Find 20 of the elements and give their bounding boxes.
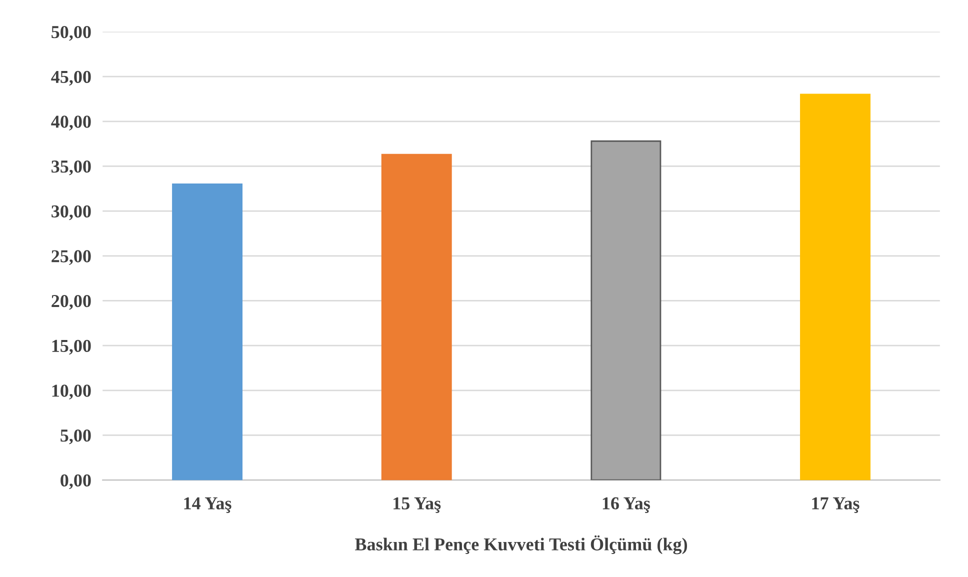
y-tick-label: 25,00 bbox=[52, 250, 91, 265]
y-tick-label: 50,00 bbox=[52, 26, 91, 41]
bar bbox=[590, 140, 662, 480]
x-tick-label: 17 Yaş bbox=[812, 497, 860, 513]
x-axis-title: Baskın El Pençe Kuvveti Testi Ölçümü (kg) bbox=[355, 535, 688, 554]
y-tick-label: 5,00 bbox=[60, 429, 91, 444]
y-tick-label: 40,00 bbox=[51, 116, 91, 130]
y-tick-label: 45,00 bbox=[51, 70, 91, 86]
bar bbox=[800, 94, 870, 480]
y-tick-label: 20,00 bbox=[52, 294, 91, 310]
bar bbox=[172, 183, 243, 480]
bar bbox=[381, 154, 452, 480]
y-tick-label: 0,00 bbox=[60, 474, 91, 490]
y-tick-label: 30,00 bbox=[52, 205, 91, 220]
y-tick-label: 15,00 bbox=[52, 340, 91, 355]
y-tick-label: 10,00 bbox=[52, 384, 91, 400]
y-tick-label: 35,00 bbox=[52, 160, 91, 176]
x-tick-label: 14 Yaş bbox=[184, 497, 232, 513]
x-tick-label: 15 Yaş bbox=[394, 497, 441, 513]
x-tick-label: 16 Yaş bbox=[602, 497, 650, 513]
